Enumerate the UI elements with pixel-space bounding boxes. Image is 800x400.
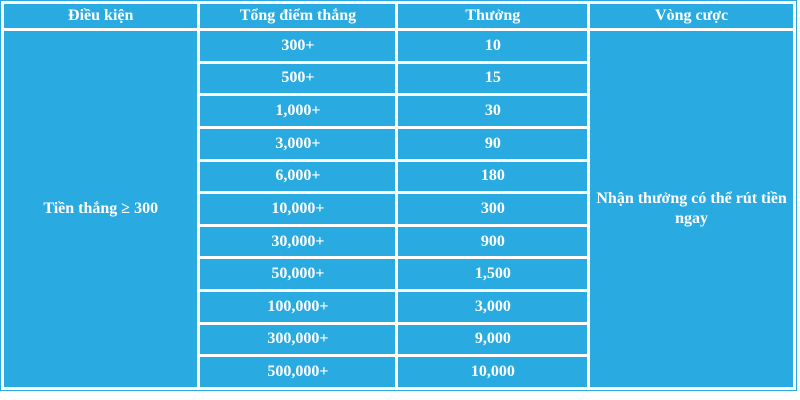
- table-row: 100,000+ 3,000: [4, 292, 793, 322]
- points-cell: 30,000+: [200, 226, 396, 257]
- bonus-cell: 300: [398, 194, 588, 224]
- condition-cell: Tiền thắng ≥ 300: [4, 31, 198, 387]
- points-cell: 500,000+: [200, 357, 396, 387]
- bonus-cell: 900: [398, 226, 588, 257]
- wagering-cell: Nhận thưởng có thể rút tiền ngay: [590, 31, 793, 387]
- header-row: Điều kiện Tổng điểm thắng Thưởng Vòng cư…: [4, 4, 793, 28]
- table-row: 1,000+ 30: [4, 96, 793, 126]
- table-row: 50,000+ 1,500: [4, 259, 793, 289]
- points-cell: 1,000+: [200, 96, 396, 126]
- header-cell-bonus: Thưởng: [398, 4, 588, 28]
- points-cell: 500+: [200, 63, 396, 94]
- bonus-cell: 90: [398, 128, 588, 159]
- table-row: 500+ 15: [4, 63, 793, 94]
- table-row: 10,000+ 300: [4, 194, 793, 224]
- table-row: 500,000+ 10,000: [4, 357, 793, 387]
- table-row: Tiền thắng ≥ 300 300+ 10 Nhận thưởng có …: [4, 31, 793, 387]
- table-row: 30,000+ 900: [4, 226, 793, 257]
- points-cell: 300,000+: [200, 324, 396, 355]
- points-cell: 50,000+: [200, 259, 396, 289]
- bonus-cell: 3,000: [398, 292, 588, 322]
- header-cell-total-points: Tổng điểm thắng: [200, 4, 396, 28]
- header-cell-condition: Điều kiện: [4, 4, 198, 28]
- bonus-cell: 9,000: [398, 324, 588, 355]
- header-cell-wagering: Vòng cược: [590, 4, 793, 28]
- bonus-table: Điều kiện Tổng điểm thắng Thưởng Vòng cư…: [0, 0, 797, 391]
- bonus-cell: 30: [398, 96, 588, 126]
- bonus-cell: 10: [398, 31, 588, 61]
- points-cell: 100,000+: [200, 292, 396, 322]
- table-row: 3,000+ 90: [4, 128, 793, 159]
- points-cell: 3,000+: [200, 128, 396, 159]
- points-cell: 300+: [200, 31, 396, 61]
- bonus-cell: 1,500: [398, 259, 588, 289]
- points-cell: 6,000+: [200, 161, 396, 192]
- points-cell: 10,000+: [200, 194, 396, 224]
- bonus-cell: 15: [398, 63, 588, 94]
- table-row: 6,000+ 180: [4, 161, 793, 192]
- table-row: 300,000+ 9,000: [4, 324, 793, 355]
- bonus-cell: 180: [398, 161, 588, 192]
- bonus-cell: 10,000: [398, 357, 588, 387]
